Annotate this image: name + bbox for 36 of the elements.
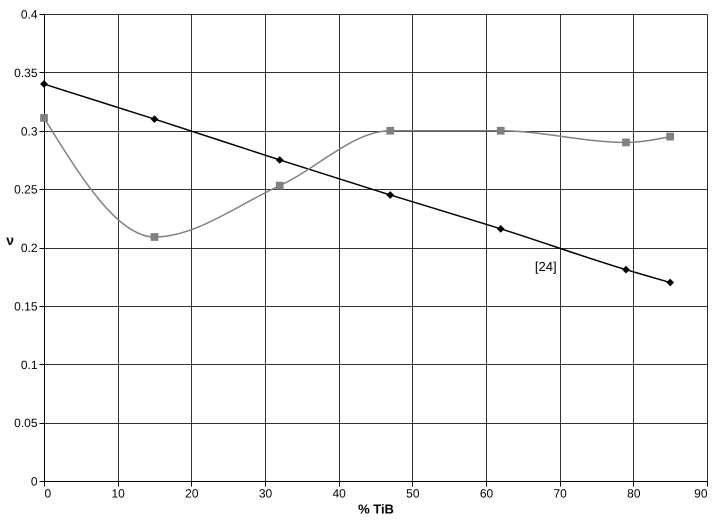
x-tick-label: 40 bbox=[332, 486, 346, 500]
x-tick-label: 20 bbox=[185, 486, 199, 500]
y-tick-label: 0 bbox=[30, 474, 38, 488]
point bbox=[666, 278, 674, 286]
x-tick-label: 30 bbox=[258, 486, 272, 500]
y-tick-label: 0.35 bbox=[14, 66, 38, 80]
y-tick-label: 0.2 bbox=[20, 241, 38, 255]
point bbox=[386, 191, 394, 199]
point bbox=[150, 115, 158, 123]
y-tick-label: 0.15 bbox=[14, 299, 38, 314]
y-tick-label: 0.4 bbox=[20, 8, 38, 22]
y-tick-label: 0.3 bbox=[20, 124, 38, 138]
point bbox=[496, 224, 505, 233]
point bbox=[496, 126, 505, 135]
point bbox=[40, 80, 48, 88]
x-tick-label: 80 bbox=[627, 486, 641, 500]
point bbox=[622, 138, 630, 146]
x-tick-label: 70 bbox=[553, 486, 568, 500]
point bbox=[40, 114, 48, 122]
y-tick-label: 0.25 bbox=[14, 182, 38, 197]
x-tick-label: 0 bbox=[44, 486, 52, 500]
series-label: [24] bbox=[534, 258, 557, 274]
x-tick-label: 90 bbox=[694, 486, 708, 500]
point bbox=[276, 182, 284, 190]
y-tick-label: 0.1 bbox=[20, 358, 38, 372]
y-axis-title: ν bbox=[6, 232, 14, 248]
x-tick-label: 10 bbox=[111, 486, 126, 500]
point bbox=[276, 156, 284, 164]
point bbox=[150, 233, 158, 241]
point bbox=[386, 126, 394, 135]
x-axis-title: % TiB bbox=[358, 502, 394, 516]
y-tick-label: 0.05 bbox=[14, 416, 38, 430]
point bbox=[666, 132, 674, 140]
x-tick-label: 50 bbox=[406, 486, 420, 500]
point bbox=[622, 266, 630, 274]
x-tick-label: 60 bbox=[480, 486, 494, 500]
